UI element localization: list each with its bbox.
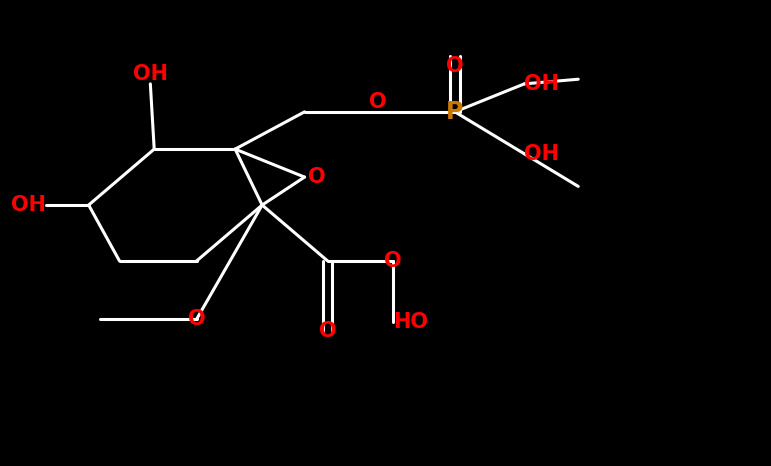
Text: O: O [369, 92, 386, 112]
Text: P: P [446, 100, 463, 124]
Text: O: O [385, 251, 402, 271]
Text: OH: OH [133, 64, 168, 84]
Text: OH: OH [524, 144, 559, 164]
Text: O: O [308, 167, 326, 187]
Text: OH: OH [12, 195, 46, 215]
Text: O: O [319, 321, 336, 341]
Text: O: O [446, 56, 463, 76]
Text: O: O [188, 309, 205, 329]
Text: HO: HO [393, 312, 428, 331]
Text: OH: OH [524, 74, 559, 94]
